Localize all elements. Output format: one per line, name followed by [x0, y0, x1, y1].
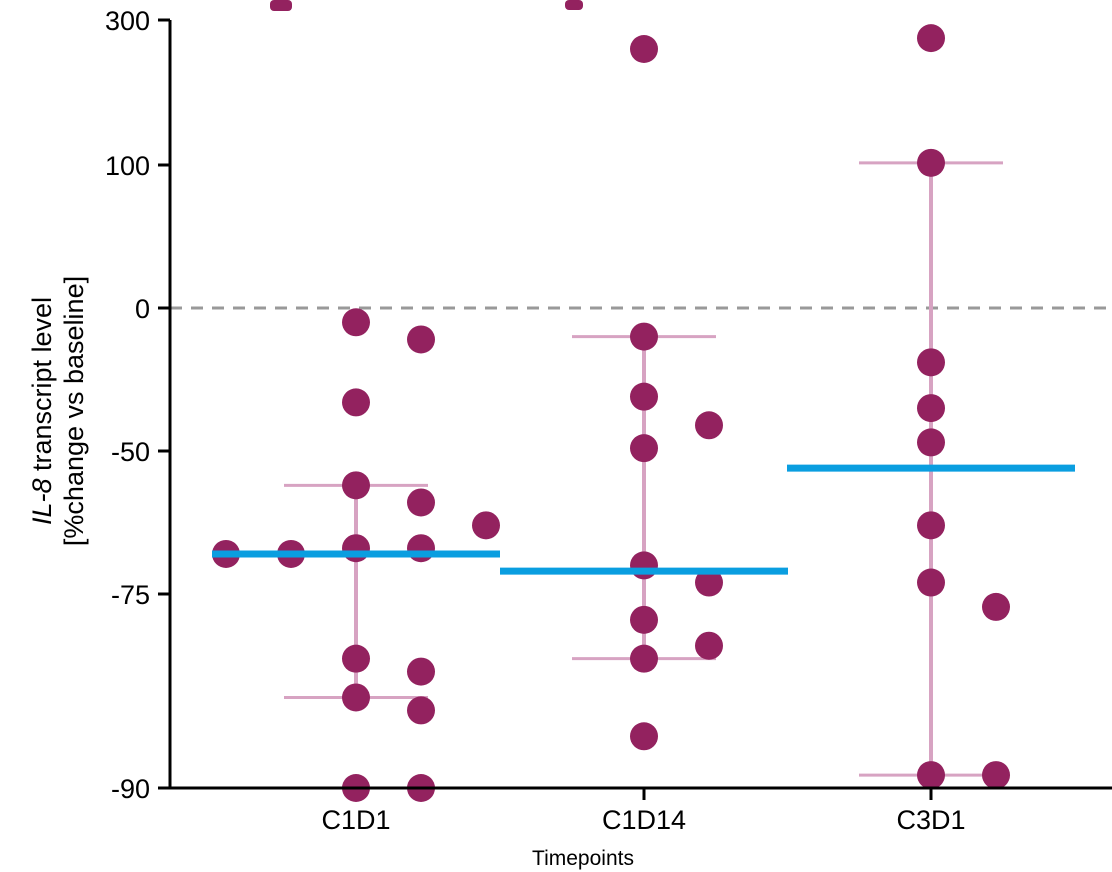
data-point: [917, 568, 945, 597]
data-point: [407, 534, 435, 563]
data-point: [630, 35, 658, 63]
x-tick-label: C1D1: [321, 805, 390, 835]
data-point: [630, 605, 658, 634]
data-point: [630, 644, 658, 673]
data-point: [407, 657, 435, 686]
data-point: [342, 308, 370, 337]
data-point: [407, 696, 435, 725]
y-tick-label: 100: [105, 151, 150, 181]
title-remnant: [270, 0, 583, 11]
data-points: [212, 24, 1010, 802]
y-tick-label: -90: [111, 774, 150, 804]
data-point: [695, 631, 723, 660]
mean-lines: [212, 464, 1075, 575]
data-point: [695, 411, 723, 440]
x-axis-ticks: C1D1 C1D14 C3D1: [321, 788, 966, 835]
data-point: [342, 388, 370, 417]
data-point: [342, 471, 370, 500]
y-tick-label: -50: [111, 437, 150, 467]
data-point: [695, 568, 723, 597]
data-point: [917, 348, 945, 377]
data-point: [630, 434, 658, 463]
y-axis-title-line2: [%change vs baseline]: [59, 276, 89, 546]
y-tick-label: -75: [111, 580, 150, 610]
data-point: [917, 511, 945, 540]
data-point: [407, 325, 435, 354]
data-point: [630, 551, 658, 580]
data-point: [630, 722, 658, 751]
data-point: [342, 644, 370, 673]
data-point: [982, 761, 1010, 790]
y-axis-ticks: 300 100 0 -50 -75 -90: [105, 6, 170, 804]
data-point: [407, 488, 435, 517]
data-point: [917, 761, 945, 790]
data-point: [917, 24, 945, 53]
data-point: [342, 534, 370, 563]
y-axis-title-italic: IL-8: [27, 479, 57, 526]
data-point: [917, 394, 945, 423]
data-point: [982, 592, 1010, 621]
y-axis-title-rest: transcript level: [27, 297, 57, 479]
y-tick-label: 0: [135, 294, 150, 324]
x-tick-label: C3D1: [896, 805, 965, 835]
y-tick-label: 300: [105, 6, 150, 36]
x-axis-title: Timepoints: [532, 847, 634, 870]
data-point: [342, 683, 370, 712]
data-point: [630, 322, 658, 351]
data-point: [917, 148, 945, 177]
x-tick-label: C1D14: [602, 805, 686, 835]
svg-text:IL-8 transcript level: IL-8 transcript level: [27, 297, 57, 525]
data-point: [630, 382, 658, 411]
y-axis-title: IL-8 transcript level [%change vs baseli…: [27, 276, 89, 546]
data-point: [917, 428, 945, 457]
data-point: [472, 511, 500, 540]
